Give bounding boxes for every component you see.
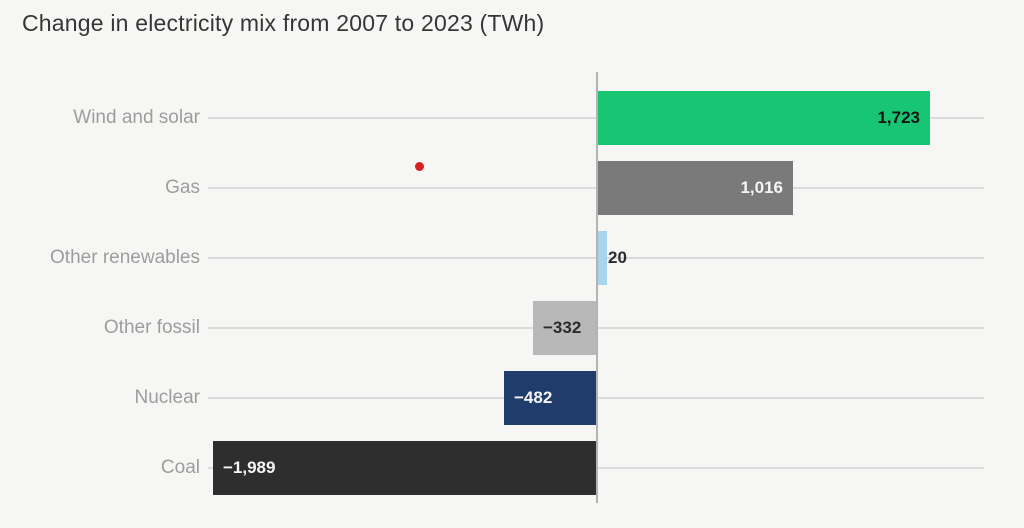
category-label: Gas [165, 177, 200, 198]
bar-wind-and-solar: 1,723 [597, 91, 930, 145]
category-label: Other renewables [50, 247, 200, 268]
category-label: Nuclear [134, 387, 200, 408]
bar-gas: 1,016 [597, 161, 793, 215]
bar-other-fossil: −332 [533, 301, 597, 355]
chart-title: Change in electricity mix from 2007 to 2… [22, 10, 545, 36]
bar-value-label: 20 [608, 248, 627, 267]
bar-value-label: −482 [514, 388, 553, 407]
chart-row-wind-and-solar: Wind and solar 1,723 [0, 83, 1024, 153]
category-label: Wind and solar [73, 107, 200, 128]
chart-row-gas: Gas 1,016 [0, 153, 1024, 223]
bar-value-label: −332 [543, 318, 582, 337]
category-label: Coal [160, 457, 200, 478]
chart-row-coal: Coal −1,989 [0, 433, 1024, 503]
bar-nuclear: −482 [504, 371, 597, 425]
bar-value-label: 1,016 [740, 178, 783, 197]
category-label: Other fossil [103, 317, 200, 338]
chart-row-other-fossil: Other fossil −332 [0, 293, 1024, 363]
bar-value-label: 1,723 [877, 108, 920, 127]
bar-other-renewables [597, 231, 607, 285]
chart-plot-area: Wind and solar 1,723 Gas 1,016 Other renewab… [0, 83, 1024, 503]
bar-value-label: −1,989 [223, 458, 276, 477]
bar-coal: −1,989 [213, 441, 597, 495]
zero-axis-line [596, 72, 598, 503]
chart-row-other-renewables: Other renewables 20 [0, 223, 1024, 293]
chart-row-nuclear: Nuclear −482 [0, 363, 1024, 433]
red-dot-marker [415, 162, 424, 171]
